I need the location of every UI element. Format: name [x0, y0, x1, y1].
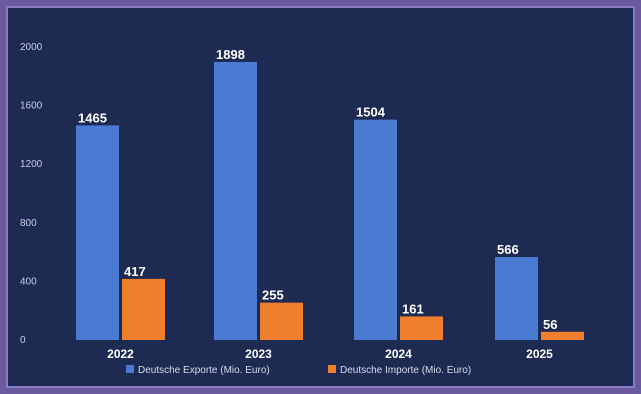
- legend-label-exports: Deutsche Exporte (Mio. Euro): [138, 365, 270, 376]
- export-bar-2023: [214, 61, 257, 341]
- import-value-label-2023: 255: [262, 288, 284, 303]
- import-bar-2023: [260, 302, 303, 340]
- x-category-label-2023: 2023: [245, 347, 272, 361]
- y-tick-label-800: 800: [20, 218, 37, 229]
- y-tick-label-1200: 1200: [20, 159, 43, 170]
- legend-swatch-imports: [328, 365, 336, 373]
- x-category-label-2022: 2022: [107, 347, 134, 361]
- chart-frame: 0 400 800 1200 1600 2000 1465 417 2022 1898 255 202…: [6, 6, 635, 388]
- export-value-label-2025: 566: [497, 242, 519, 257]
- y-tick-label-1600: 1600: [20, 101, 43, 112]
- import-value-label-2024: 161: [402, 301, 424, 316]
- x-category-label-2025: 2025: [526, 347, 553, 361]
- bar-chart: 0 400 800 1200 1600 2000 1465 417 2022 1898 255 202…: [20, 42, 584, 376]
- legend-label-imports: Deutsche Importe (Mio. Euro): [340, 365, 471, 376]
- export-bar-2022: [76, 125, 119, 340]
- export-bar-2025: [495, 257, 538, 340]
- y-tick-label-0: 0: [20, 335, 26, 346]
- y-tick-label-400: 400: [20, 276, 37, 287]
- import-bar-2022: [122, 278, 165, 340]
- export-value-label-2023: 1898: [216, 47, 245, 62]
- import-value-label-2022: 417: [124, 264, 146, 279]
- import-bar-2025: [541, 331, 584, 340]
- y-tick-label-2000: 2000: [20, 42, 43, 53]
- export-value-label-2024: 1504: [356, 105, 386, 120]
- x-category-label-2024: 2024: [385, 347, 412, 361]
- import-bar-2024: [400, 316, 443, 340]
- legend-swatch-exports: [126, 365, 134, 373]
- import-value-label-2025: 56: [543, 317, 557, 332]
- export-bar-2024: [354, 119, 397, 340]
- export-value-label-2022: 1465: [78, 110, 107, 125]
